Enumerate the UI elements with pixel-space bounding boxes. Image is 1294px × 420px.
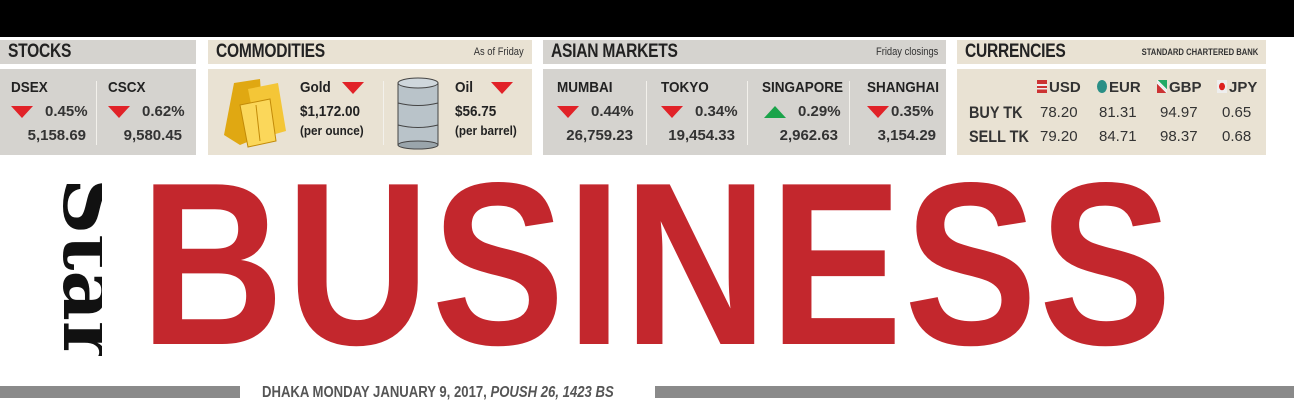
divider [383,81,384,145]
down-arrow-icon [11,105,33,118]
commodities-header: COMMODITIES As of Friday [208,40,532,64]
market-tokyo: TOKYO 0.34% 19,454.33 [647,69,747,155]
market-change: 0.34% [695,103,738,120]
divider [646,81,647,145]
stocks-header: STOCKS [0,40,196,64]
buy-jpy: 0.65 [1222,104,1252,121]
up-arrow-icon [764,105,786,118]
stock-value: 9,580.45 [123,127,182,144]
down-arrow-icon [108,105,130,118]
market-mumbai: MUMBAI 0.44% 26,759.23 [543,69,646,155]
down-arrow-icon [557,105,579,118]
market-name: TOKYO [661,79,709,96]
us-flag-icon [1037,80,1047,93]
currency-code: GBP [1169,79,1202,96]
market-value: 26,759.23 [566,127,633,144]
dateline: DHAKA MONDAY JANUARY 9, 2017, POUSH 26, … [262,384,614,402]
commodities-panel: Gold $1,172.00 (per ounce) Oil $56.75 (p… [208,69,532,155]
currencies-panel: USD EUR GBP JPY BUY TK 78.20 81.31 94.97… [957,69,1266,155]
sell-label: SELL TK [969,127,1029,146]
commodity-price: $56.75 [455,103,497,120]
market-value: 3,154.29 [877,127,936,144]
market-change: 0.35% [891,103,934,120]
business-title: BUSINESS [140,135,1174,394]
currencies-header: CURRENCIES STANDARD CHARTERED BANK [957,40,1266,64]
down-arrow-icon [491,82,513,94]
sell-usd: 79.20 [1040,128,1078,145]
stock-name: CSCX [108,79,146,96]
down-arrow-icon [867,105,889,118]
commodity-name: Gold [300,79,331,96]
commodities-note: As of Friday [474,46,524,58]
buy-gbp: 94.97 [1160,104,1198,121]
stock-value: 5,158.69 [27,127,86,144]
currencies-title: CURRENCIES [965,41,1066,62]
eu-flag-icon [1097,80,1107,93]
date-rule-right [655,386,1294,398]
divider [96,81,97,145]
commodity-name: Oil [455,79,474,96]
market-singapore: SINGAPORE 0.29% 2,962.63 [748,69,848,155]
stock-change: 0.62% [142,103,185,120]
market-name: SHANGHAI [867,79,940,96]
currency-code: EUR [1109,79,1141,96]
stock-change: 0.45% [45,103,88,120]
stock-cscx: CSCX 0.62% 9,580.45 [98,69,196,155]
down-arrow-icon [342,82,364,94]
market-change: 0.44% [591,103,634,120]
market-name: MUMBAI [557,79,613,96]
market-value: 2,962.63 [779,127,838,144]
commodity-price: $1,172.00 [300,103,361,120]
market-value: 19,454.33 [668,127,735,144]
oil-barrel-icon [397,77,439,150]
buy-eur: 81.31 [1099,104,1137,121]
svg-text:Star: Star [45,178,102,356]
down-arrow-icon [661,105,683,118]
currency-code: JPY [1229,79,1258,96]
asian-markets-title: ASIAN MARKETS [551,41,678,62]
gold-bars-icon [224,79,286,148]
stock-name: DSEX [11,79,48,96]
market-shanghai: SHANGHAI 0.35% 3,154.29 [850,69,946,155]
buy-usd: 78.20 [1040,104,1078,121]
divider [747,81,748,145]
asian-markets-note: Friday closings [875,46,938,58]
sell-gbp: 98.37 [1160,128,1198,145]
market-name: SINGAPORE [762,79,844,96]
commodity-unit: (per barrel) [455,123,517,138]
asian-markets-panel: MUMBAI 0.44% 26,759.23 TOKYO 0.34% 19,45… [543,69,946,155]
commodity-unit: (per ounce) [300,123,364,138]
uk-flag-icon [1157,80,1167,93]
currency-jpy: JPY [1217,79,1257,96]
date-text: DHAKA MONDAY JANUARY 9, 2017, [262,384,491,401]
stocks-title: STOCKS [8,41,72,62]
currency-usd: USD [1037,79,1081,96]
star-logo: Star [45,178,102,356]
sell-jpy: 0.68 [1222,128,1252,145]
commodities-title: COMMODITIES [216,41,325,62]
top-black-bar [0,0,1294,37]
currencies-note: STANDARD CHARTERED BANK [1141,47,1258,57]
asian-markets-header: ASIAN MARKETS Friday closings [543,40,946,64]
divider [849,81,850,145]
buy-label: BUY TK [969,103,1023,122]
currency-eur: EUR [1097,79,1141,96]
currency-code: USD [1049,79,1081,96]
date-rule-left [0,386,240,398]
stock-dsex: DSEX 0.45% 5,158.69 [0,69,98,155]
japan-flag-icon [1217,80,1227,93]
sell-eur: 84.71 [1099,128,1137,145]
bangla-date-text: POUSH 26, 1423 BS [490,384,614,401]
currency-gbp: GBP [1157,79,1202,96]
stocks-panel: DSEX 0.45% 5,158.69 CSCX 0.62% 9,580.45 [0,69,196,155]
market-change: 0.29% [798,103,841,120]
